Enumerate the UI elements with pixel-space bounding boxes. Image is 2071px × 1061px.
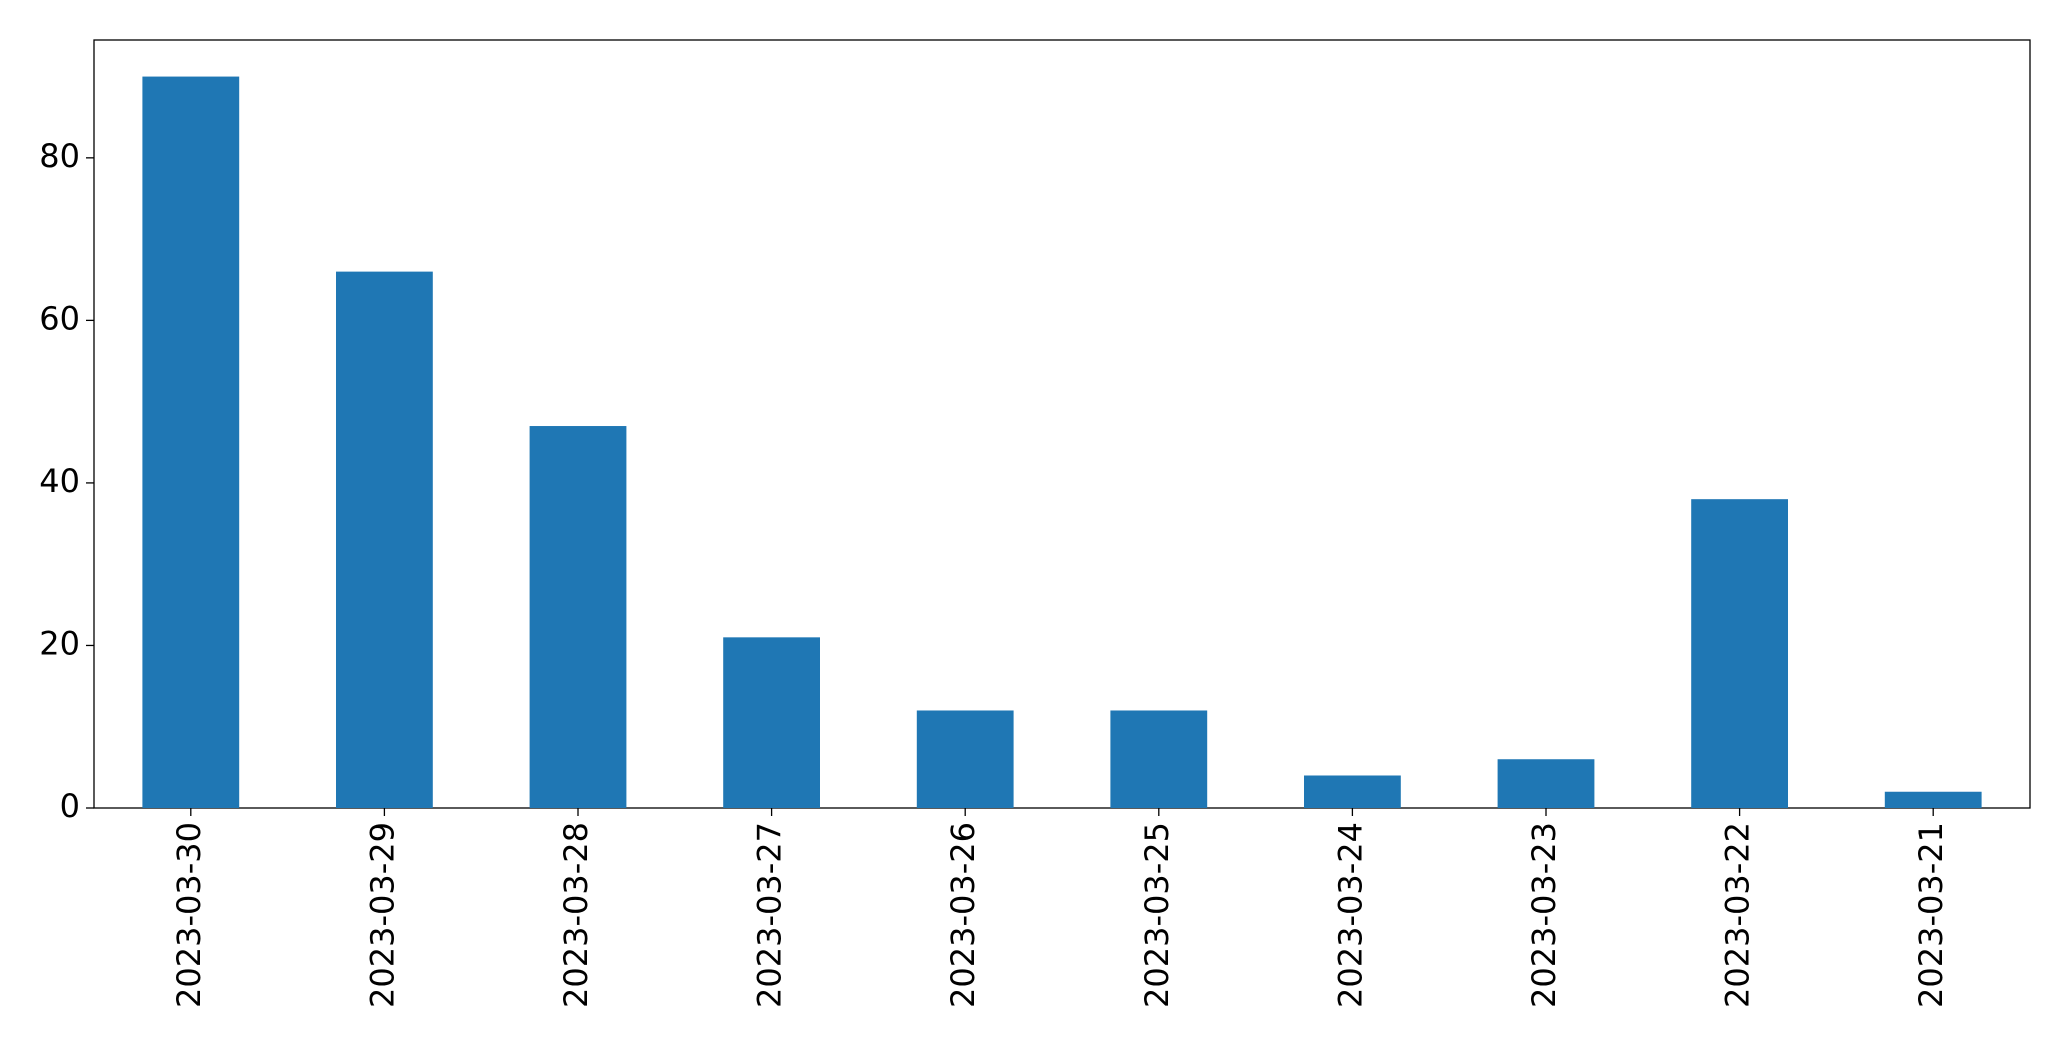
- x-tick-label: 2023-03-29: [363, 822, 401, 1008]
- x-tick-label: 2023-03-23: [1525, 822, 1563, 1008]
- x-tick-label: 2023-03-25: [1138, 822, 1176, 1008]
- bar: [1304, 775, 1401, 808]
- y-tick-label: 60: [39, 299, 80, 337]
- bar: [529, 426, 627, 808]
- x-tick-label: 2023-03-26: [944, 822, 982, 1008]
- bar: [916, 710, 1014, 808]
- bar: [1884, 791, 1982, 808]
- y-tick-label: 40: [39, 462, 80, 500]
- bar: [142, 76, 240, 809]
- y-tick-label: 80: [39, 137, 80, 175]
- y-tick-label: 20: [39, 624, 80, 662]
- x-tick-label: 2023-03-27: [751, 822, 789, 1008]
- bar: [1110, 710, 1208, 808]
- plot-frame: [93, 39, 2031, 809]
- y-tick-label: 0: [60, 787, 80, 825]
- x-tick-label: 2023-03-24: [1331, 822, 1369, 1008]
- bar: [1691, 499, 1788, 808]
- bar: [1497, 759, 1595, 808]
- bar: [723, 637, 820, 808]
- x-tick-label: 2023-03-28: [557, 822, 595, 1008]
- x-tick-label: 2023-03-21: [1912, 822, 1950, 1008]
- bar: [336, 271, 433, 809]
- x-tick-label: 2023-03-30: [170, 822, 208, 1008]
- x-tick-label: 2023-03-22: [1719, 822, 1757, 1008]
